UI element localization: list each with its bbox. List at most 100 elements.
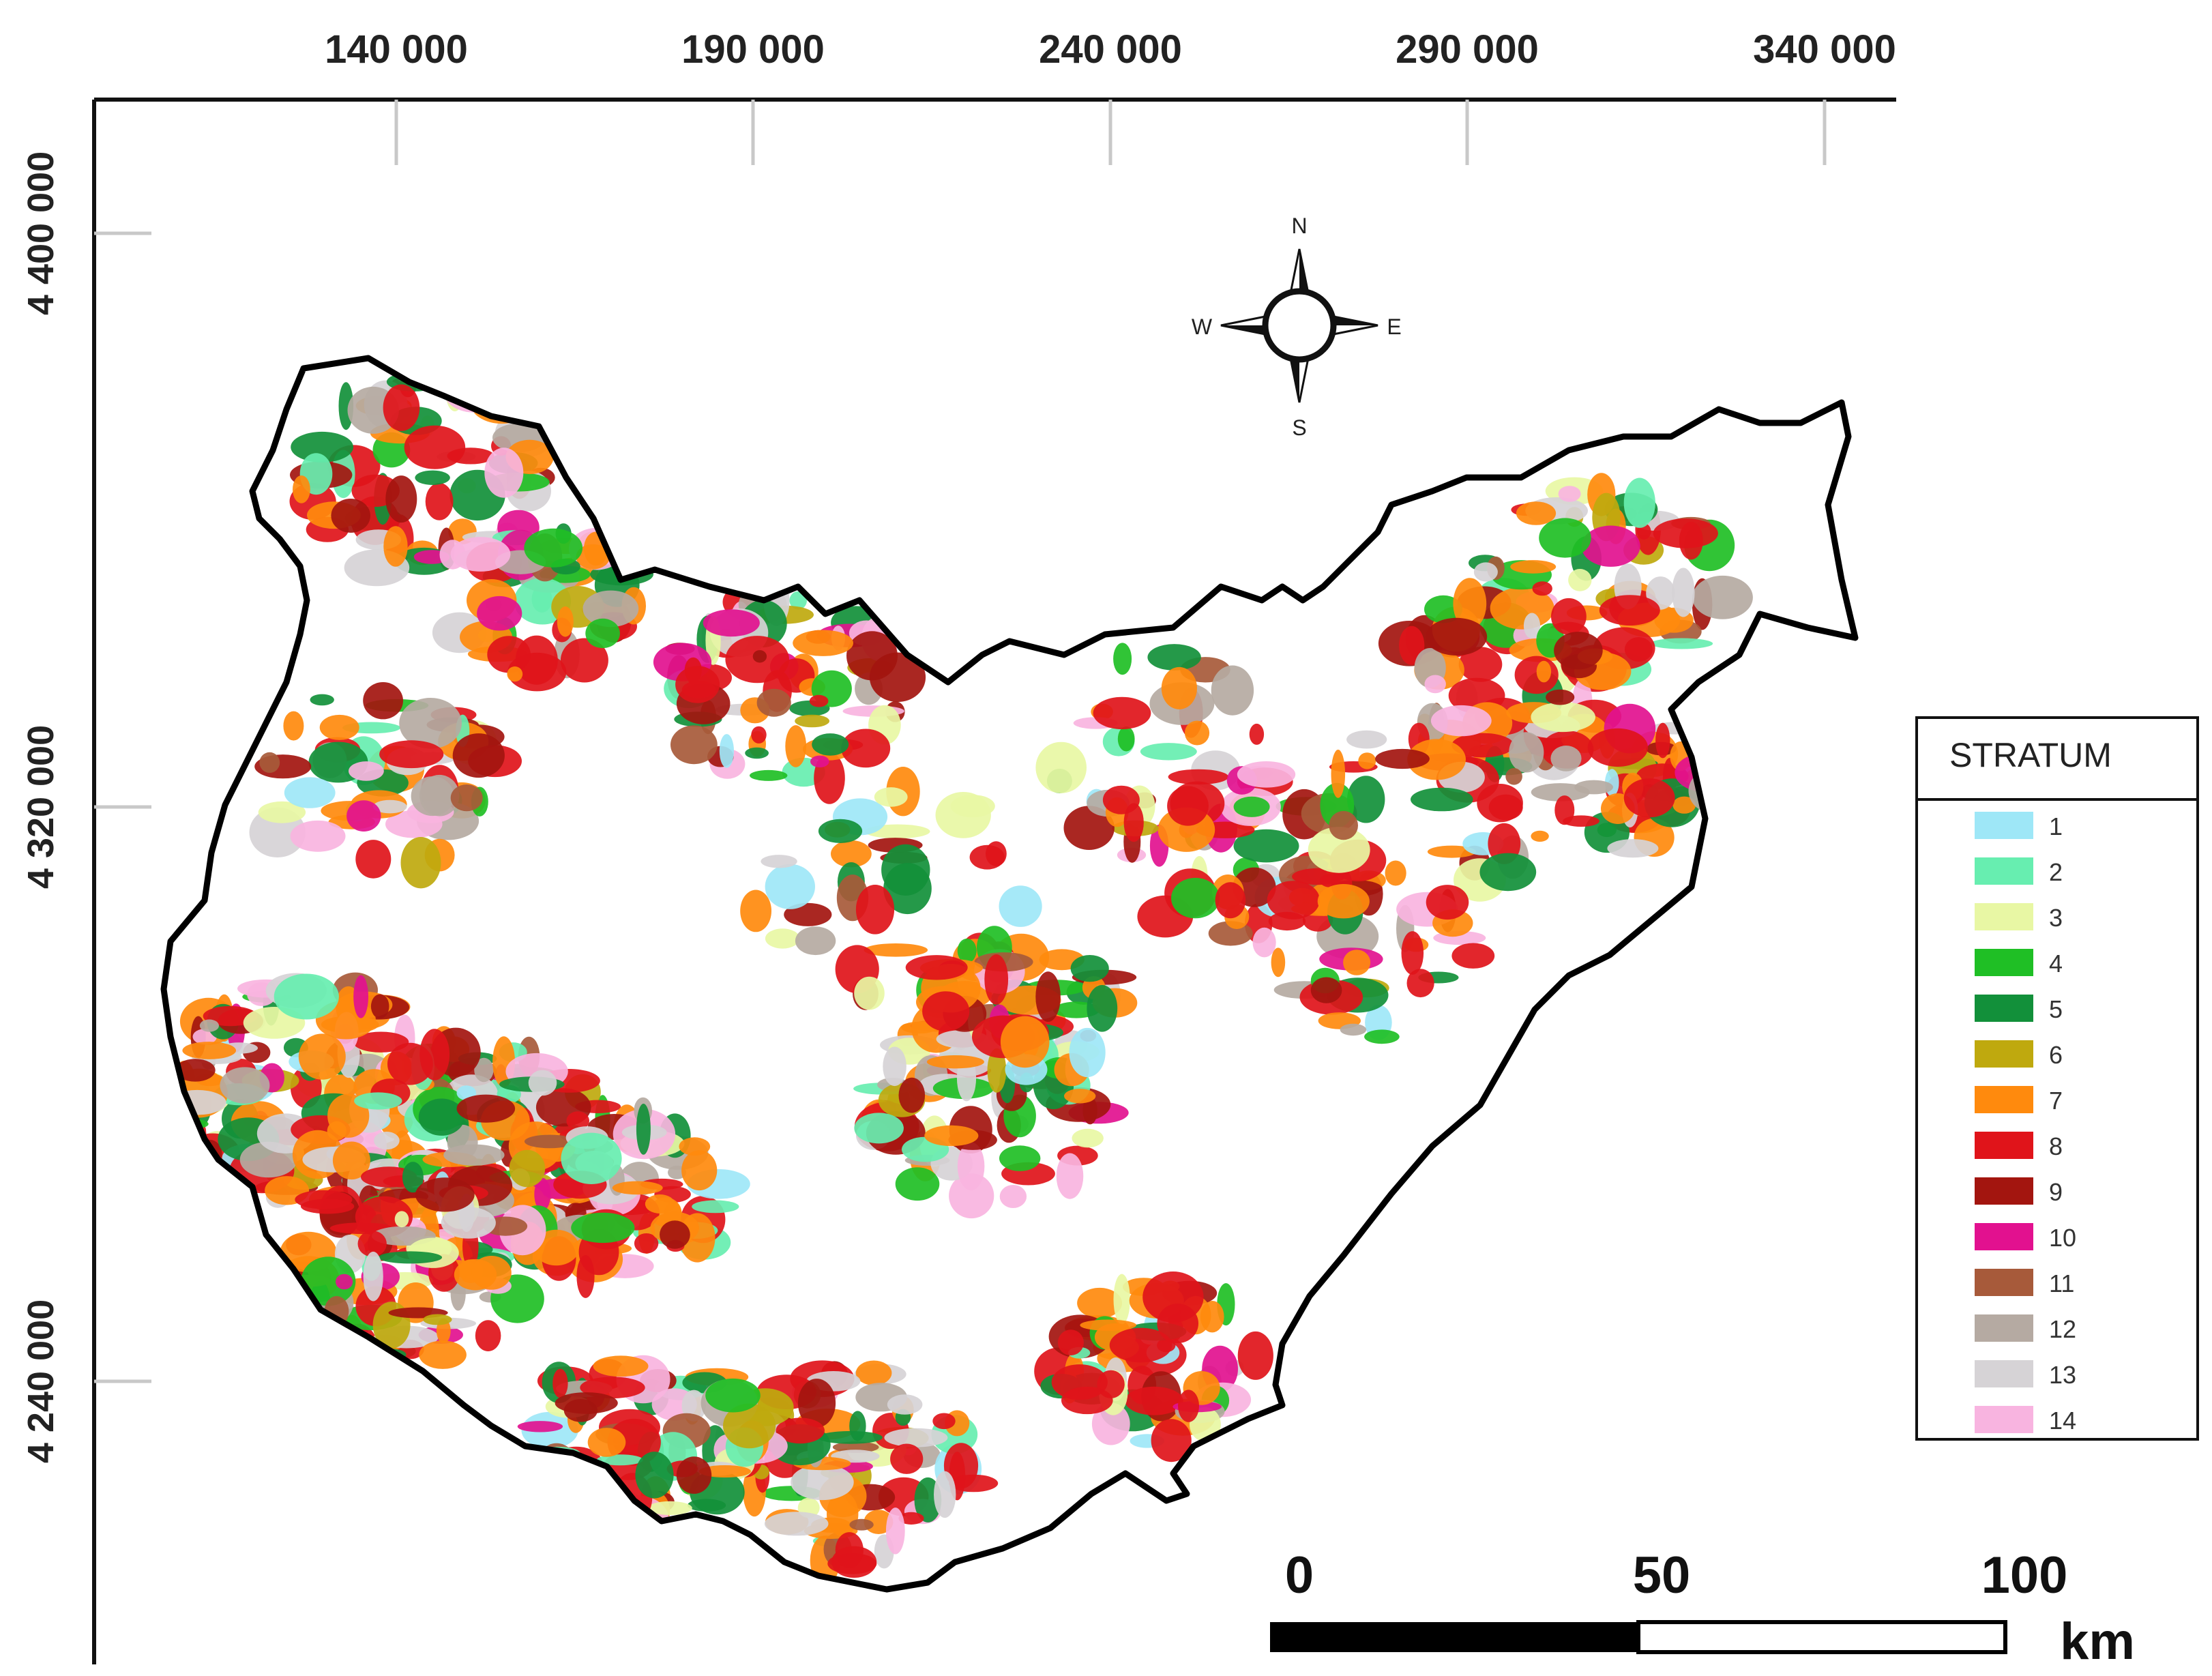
land-cover-patch [999,1145,1041,1171]
land-cover-patch [1123,803,1144,842]
land-cover-patch [1424,595,1462,623]
land-cover-patch [528,1070,557,1096]
land-cover-patch [415,1177,475,1212]
land-cover-patch [1401,931,1424,975]
land-cover-patch [1509,732,1544,773]
land-cover-patch [1091,1402,1130,1445]
compass-east-label: E [1387,314,1401,339]
legend-label-1: 1 [2049,812,2063,840]
land-cover-patch [1252,927,1276,958]
x-tick-label: 340 000 [1753,27,1896,72]
land-cover-patch [810,755,829,768]
land-cover-patch [926,1055,984,1069]
land-cover-patch [884,1428,948,1447]
land-cover-patch [1331,750,1346,798]
land-cover-patch [557,606,574,637]
land-cover-patch [1424,675,1446,694]
scale-unit-label: km [2060,1613,2135,1671]
land-cover-patch [1215,882,1246,919]
land-cover-patch [363,1251,383,1302]
land-cover-patch [1329,810,1358,840]
land-cover-patch [1077,1287,1123,1319]
land-cover-patch [864,943,928,957]
land-cover-patch [1268,911,1306,931]
land-cover-patch [898,1077,926,1113]
scale-label-50: 50 [1633,1546,1691,1604]
land-cover-patch [298,1033,346,1080]
land-cover-patch [1411,787,1473,812]
land-cover-patch [1317,884,1370,919]
land-cover-patch [385,810,443,838]
land-cover-patch [349,761,384,781]
land-cover-patch [1064,1089,1096,1104]
land-cover-patch [1655,722,1670,759]
land-cover-patch [1599,595,1660,626]
land-cover-patch [1057,1329,1084,1355]
land-cover-patch [385,475,417,523]
land-cover-patch [370,994,389,1019]
legend-swatch-8 [1975,1132,2033,1159]
land-cover-patch [561,1132,622,1185]
land-cover-patch [331,499,370,533]
legend-label-6: 6 [2049,1041,2063,1069]
land-cover-patch [612,1181,663,1195]
land-cover-patch [789,591,807,610]
land-cover-patch [723,1403,776,1449]
x-tick-label: 240 000 [1039,27,1182,72]
land-cover-patch [784,902,832,926]
legend-label-13: 13 [2049,1361,2076,1389]
land-cover-patch [1364,1029,1400,1044]
compass-south-label: S [1292,415,1306,440]
land-cover-patch [293,475,310,503]
region-boundary [160,355,1859,1593]
land-cover-patch [1109,1327,1173,1363]
land-cover-patch [1125,1386,1183,1415]
land-cover-patch [1271,947,1286,977]
land-cover-patch [346,800,381,832]
land-cover-patch [999,1185,1027,1208]
land-cover-patch [949,1173,994,1219]
land-cover-patch [1427,845,1476,858]
land-cover-patch [1167,786,1209,826]
land-cover-patch [583,590,639,628]
land-cover-patch [1080,1319,1136,1331]
land-cover-patch [1551,598,1587,635]
land-cover-patch [425,482,454,520]
legend-title: STRATUM [1949,736,2112,774]
land-cover-patch [740,890,771,932]
land-cover-patch [776,1417,825,1444]
land-cover-patch [890,1443,924,1474]
land-cover-patch [507,666,523,682]
land-cover-patch [719,734,734,768]
land-cover-patch [885,1508,905,1555]
land-cover-patch [1623,778,1675,818]
land-cover-patch [1171,877,1220,919]
land-cover-patch [795,714,829,728]
land-cover-patch [399,698,462,749]
land-cover-patch [400,837,441,889]
land-cover-patch [1375,748,1430,769]
land-cover-patch [566,1111,589,1130]
land-cover-patch [809,694,829,707]
land-cover-patch [353,1031,409,1053]
legend-label-5: 5 [2049,995,2063,1023]
land-cover-patch [1675,752,1737,793]
land-cover-patch [284,777,336,808]
land-cover-patch [1147,644,1201,671]
land-cover-patch [681,1150,718,1191]
land-cover-patch [576,544,610,570]
land-cover-patch [560,638,608,683]
compass-rose: N S W E [1192,214,1402,440]
land-cover-patch [175,1059,216,1082]
land-cover-patch [443,1144,505,1166]
scale-bar: 0 50 100 km [1270,1546,2135,1671]
land-cover-patch [534,1177,551,1211]
land-cover-patch [1554,632,1603,670]
compass-circle [1262,288,1337,363]
legend-label-10: 10 [2049,1224,2076,1252]
legend-label-11: 11 [2049,1269,2074,1297]
legend-swatch-9 [1975,1177,2033,1205]
land-cover-patch [1539,518,1591,558]
